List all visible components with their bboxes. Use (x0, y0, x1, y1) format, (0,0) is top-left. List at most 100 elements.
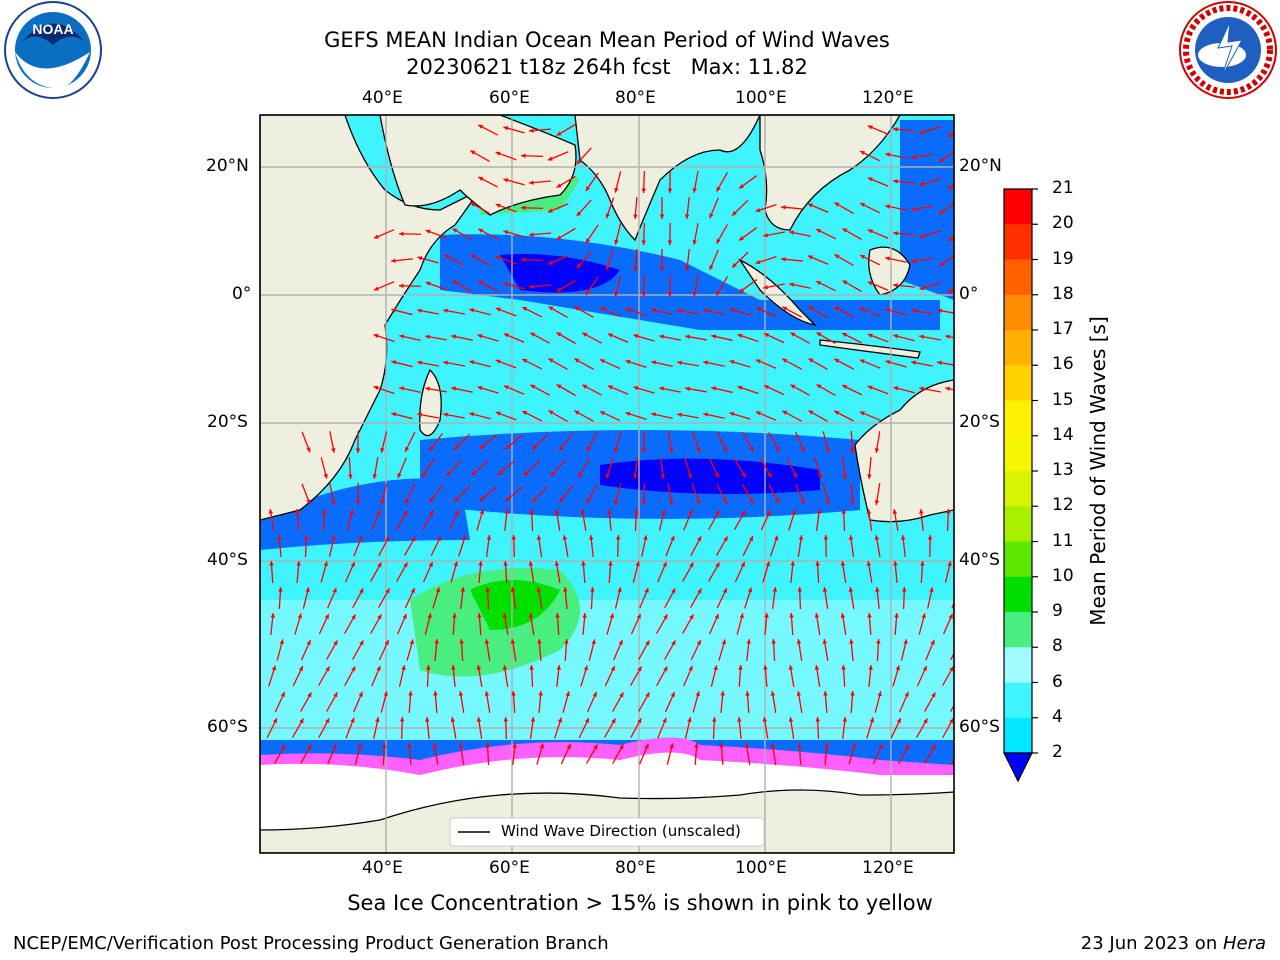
wind-wave-arrow-head (945, 334, 950, 340)
wind-wave-arrow-head (949, 718, 954, 724)
wind-wave-arrow-head (510, 587, 516, 592)
colorbar-tick-label: 13 (1052, 460, 1074, 480)
wind-wave-arrow-head (409, 639, 414, 645)
wind-wave-arrow-head (536, 535, 542, 540)
wind-wave-arrow-head (677, 360, 682, 366)
wind-wave-arrow-head (868, 665, 873, 670)
colorbar-segment (1004, 435, 1032, 472)
wind-wave-arrow-head (885, 256, 891, 261)
wind-wave-arrow-head (485, 587, 490, 592)
wind-wave-arrow-head (295, 509, 300, 514)
wind-wave-arrow-head (814, 665, 820, 670)
wind-wave-arrow-head (536, 587, 542, 592)
wind-wave-arrows (266, 123, 960, 766)
wind-wave-arrow-head (956, 588, 960, 593)
wind-wave-arrow-head (619, 744, 624, 750)
wind-wave-arrow-head (816, 384, 822, 389)
wind-wave-arrow-head (582, 613, 587, 618)
wind-wave-arrow-head (771, 639, 776, 644)
wind-wave-arrow-head (922, 665, 927, 671)
wind-wave-arrow-head (716, 290, 721, 296)
wind-wave-arrow-head (469, 360, 475, 365)
wind-wave-arrow-head (894, 613, 899, 618)
wind-wave-arrow-head (611, 718, 616, 724)
wind-wave-arrow-head (874, 500, 880, 505)
wind-wave-arrow-head (331, 447, 336, 453)
wind-wave-arrow-head (893, 179, 898, 184)
wind-wave-arrow-head (711, 386, 717, 391)
wind-wave-arrow-head (893, 127, 898, 132)
wind-wave-arrow-head (866, 509, 872, 514)
wind-wave-arrow-head (775, 498, 780, 504)
wind-wave-arrow-head (476, 717, 482, 722)
sumatra-land (738, 258, 817, 327)
wind-wave-arrow-head (307, 692, 312, 698)
wind-wave-arrow-head (816, 281, 822, 286)
wind-wave-arrow-head (443, 360, 448, 366)
wind-wave-arrow-head (576, 263, 582, 269)
wind-wave-arrow-head (860, 255, 866, 260)
wind-wave-arrow-head (522, 411, 528, 416)
wind-wave-arrow-head (859, 307, 865, 312)
wind-wave-arrow-head (834, 254, 840, 259)
sea-ice-note: Sea Ice Concentration > 15% is shown in … (347, 891, 933, 915)
wind-wave-arrow-head (530, 717, 536, 722)
wind-wave-arrow-head (867, 177, 873, 182)
wind-wave-arrow-head (633, 333, 639, 339)
wind-wave-arrow-head (425, 717, 430, 722)
wind-wave-arrow-head (522, 359, 528, 364)
wind-wave-arrow-head (451, 334, 457, 339)
wind-wave-arrow-head (425, 229, 431, 234)
wind-wave-arrow-head (815, 717, 820, 722)
wind-wave-arrow-head (893, 561, 898, 566)
map-legend (449, 817, 765, 847)
wind-wave-arrow-head (841, 509, 846, 514)
wind-wave-arrow-head (271, 665, 277, 671)
wind-wave-arrow-head (712, 717, 717, 722)
wind-wave-arrow-head (556, 287, 562, 292)
wind-wave-arrow-head (599, 307, 605, 312)
wind-wave-arrow-head (298, 666, 303, 672)
wind-wave-arrow-head (949, 666, 954, 672)
wind-wave-arrow-head (557, 717, 563, 723)
wind-wave-arrow-head (411, 536, 416, 542)
wind-wave-arrow-head (547, 156, 553, 161)
wind-wave-arrow-head (885, 204, 891, 209)
wind-wave-arrow-head (773, 535, 779, 541)
wind-wave-arrow-head (767, 472, 772, 478)
wind-wave-arrow-head (945, 386, 950, 392)
wind-wave-arrow-head (478, 561, 483, 566)
wind-wave-arrow-head (739, 184, 745, 189)
wind-wave-arrow-head (532, 444, 537, 450)
wind-wave-arrow-head (385, 536, 390, 542)
wind-wave-arrow-head (720, 691, 725, 696)
wind-wave-arrow-head (586, 498, 591, 504)
wind-wave-arrow-head (840, 613, 846, 618)
wind-wave-arrow-head (429, 445, 434, 451)
wind-wave-arrow-head (641, 240, 647, 245)
wind-wave-arrow-head (608, 561, 613, 566)
wind-wave-arrow-head (641, 188, 647, 193)
wind-wave-arrow-head (333, 640, 338, 646)
wind-wave-arrow-head (280, 692, 285, 698)
colorbar-segment (1004, 471, 1032, 507)
wind-wave-arrow-head (659, 214, 665, 219)
wind-wave-arrow-head (850, 691, 855, 696)
wind-wave-arrow-head (495, 255, 501, 260)
wind-wave-arrow-head (583, 665, 589, 671)
wind-wave-arrow-head (405, 498, 410, 504)
wind-wave-arrow-head (281, 744, 286, 750)
wind-wave-arrow-head (382, 743, 387, 748)
wind-wave-arrow-head (911, 258, 916, 264)
wind-wave-arrow-head (425, 386, 430, 392)
lon-label-top: 120°E (862, 88, 914, 108)
wind-wave-arrow-head (521, 153, 526, 159)
lon-label-bottom: 80°E (615, 858, 656, 878)
wind-wave-arrow-head (429, 510, 434, 516)
india-land (574, 115, 761, 242)
colorbar (1003, 188, 1038, 783)
wind-wave-arrow-head (548, 358, 554, 363)
wind-wave-arrow-head (659, 266, 665, 271)
colorbar-tick-label: 8 (1052, 636, 1063, 657)
wind-wave-arrow-head (905, 744, 910, 750)
